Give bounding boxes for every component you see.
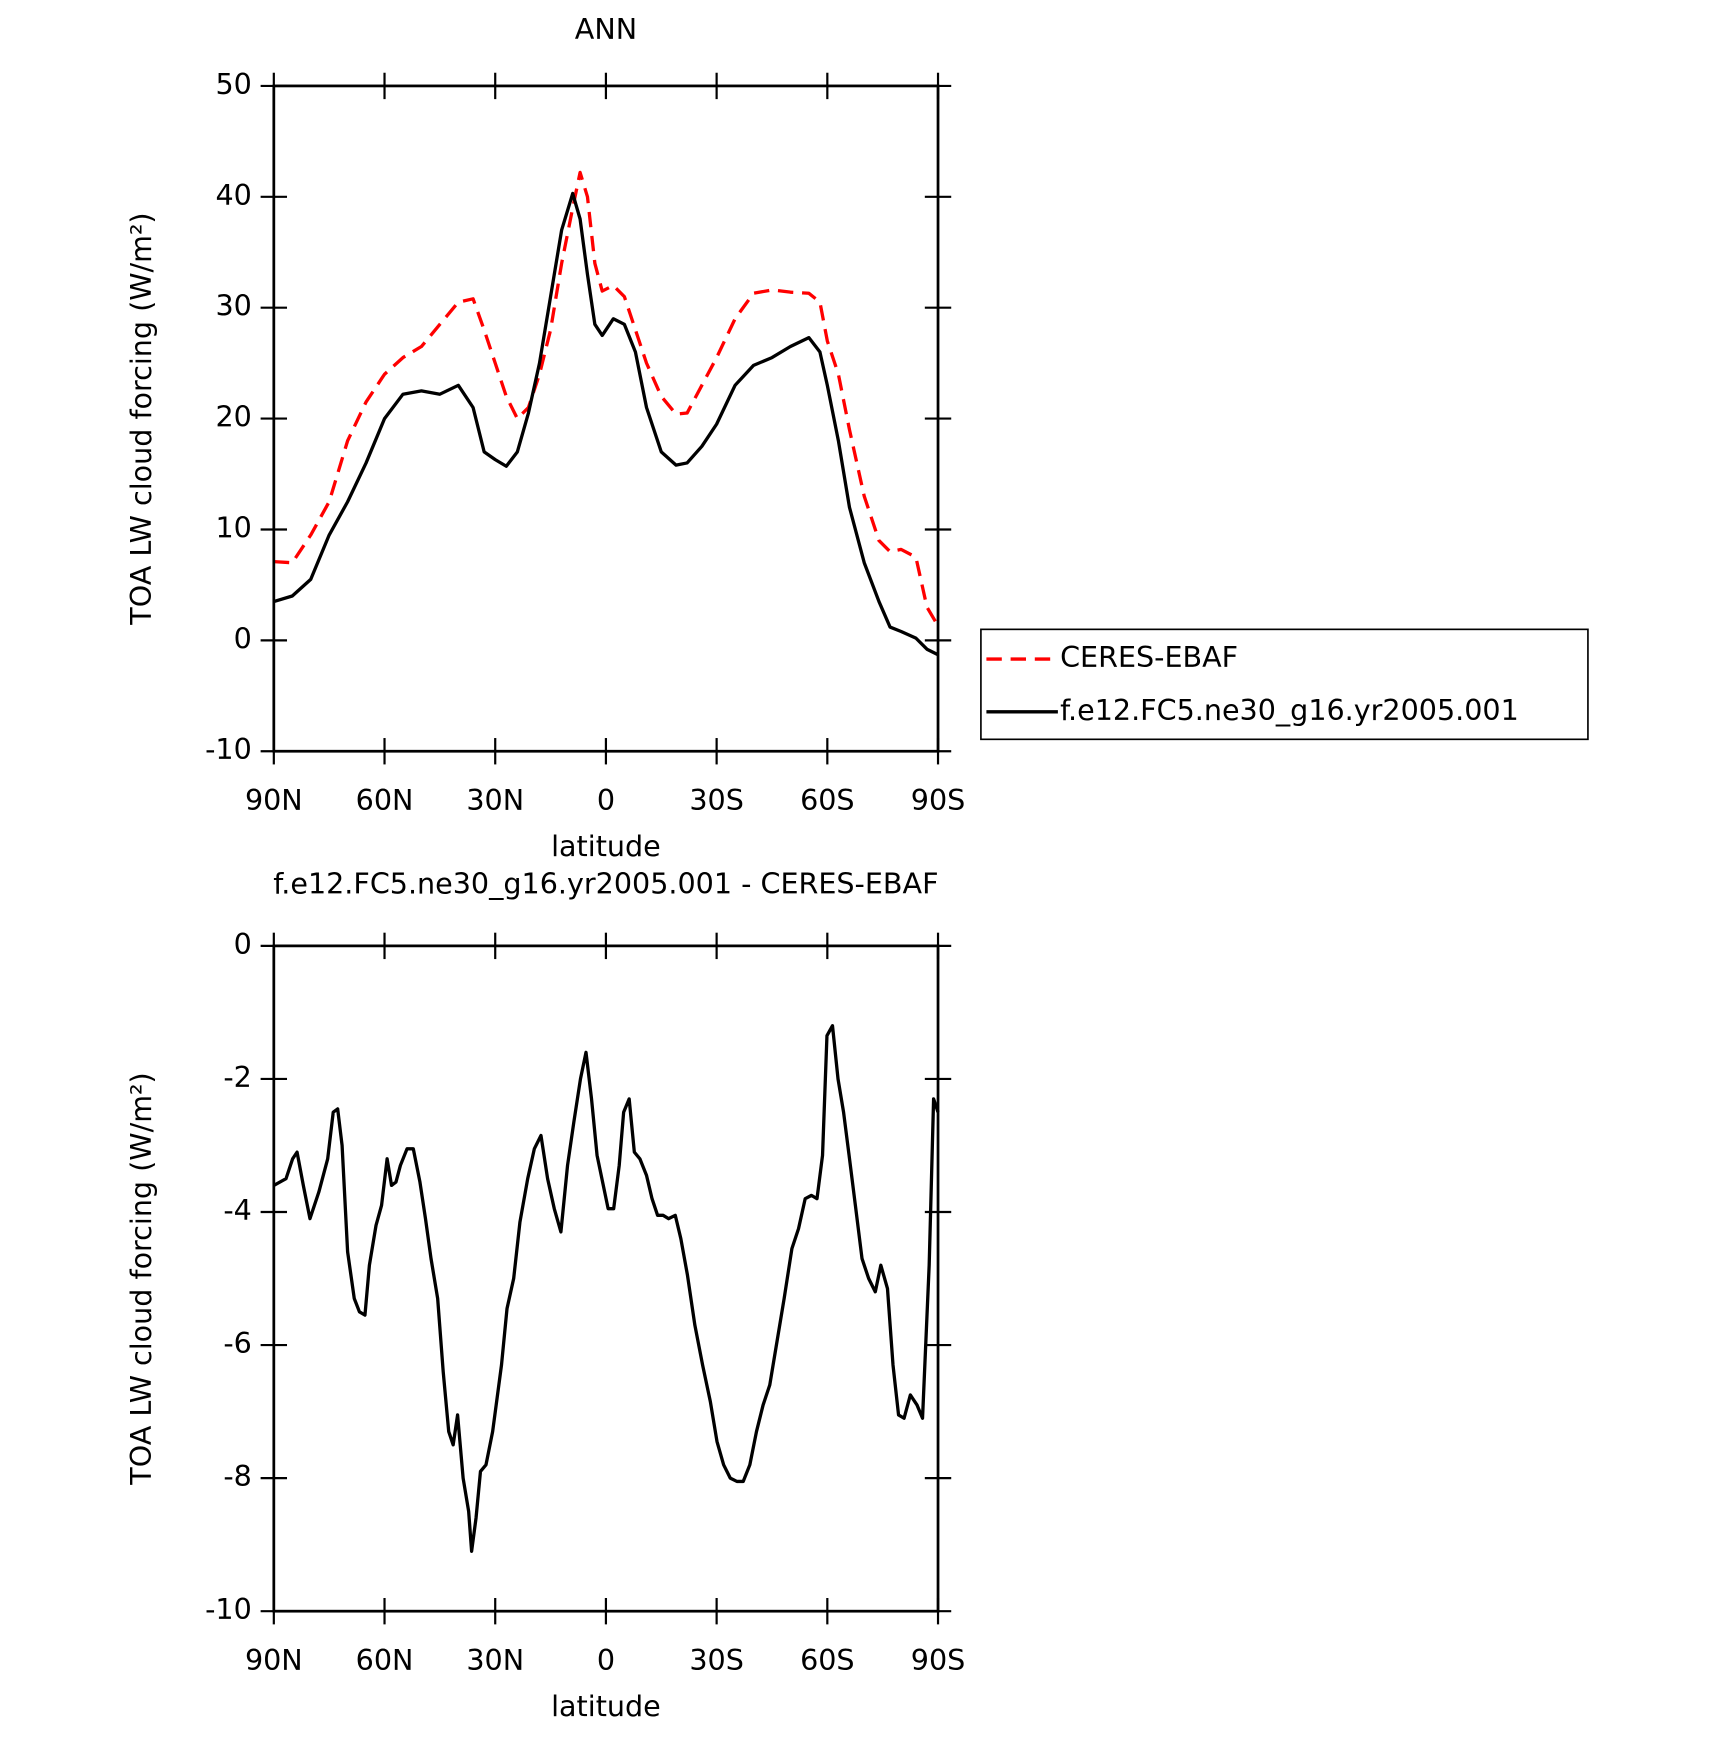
data-line [273, 170, 940, 627]
y-axis-label: TOA LW cloud forcing (W/m²) [124, 1072, 158, 1485]
x-tick-label: 30S [689, 1643, 744, 1677]
legend-label: f.e12.FC5.ne30_g16.yr2005.001 [1060, 693, 1519, 727]
y-tick-label: 10 [215, 510, 251, 544]
chart-title: f.e12.FC5.ne30_g16.yr2005.001 - CERES-EB… [273, 866, 938, 900]
chart-title: ANN [575, 12, 637, 46]
y-tick-label: 20 [215, 400, 251, 434]
x-tick-label: 90S [911, 783, 966, 817]
y-tick-label: 50 [215, 67, 251, 101]
x-axis-label: latitude [551, 1689, 661, 1723]
y-tick-label: -8 [223, 1459, 252, 1493]
x-tick-label: 30S [689, 783, 744, 817]
y-tick-label: 0 [234, 621, 252, 655]
x-tick-label: 0 [597, 1643, 615, 1677]
y-axis-label: TOA LW cloud forcing (W/m²) [124, 212, 158, 625]
x-tick-label: 0 [597, 783, 615, 817]
data-line [273, 191, 939, 657]
data-line [273, 1024, 940, 1553]
y-tick-label: 0 [234, 927, 252, 961]
x-tick-label: 60N [356, 1643, 414, 1677]
legend-label: CERES-EBAF [1060, 640, 1238, 674]
x-axis-label: latitude [551, 829, 661, 863]
y-tick-label: -4 [223, 1193, 252, 1227]
x-tick-label: 30N [466, 1643, 524, 1677]
x-tick-label: 60S [800, 1643, 855, 1677]
y-tick-label: 40 [215, 178, 251, 212]
plot-frame [272, 944, 940, 1613]
x-tick-label: 60N [356, 783, 414, 817]
x-tick-label: 60S [800, 783, 855, 817]
plot-frame [272, 84, 940, 753]
y-tick-label: -10 [205, 1592, 252, 1626]
y-tick-label: -10 [205, 732, 252, 766]
x-tick-label: 30N [466, 783, 524, 817]
y-tick-label: -6 [223, 1326, 252, 1360]
y-tick-label: -2 [223, 1060, 252, 1094]
x-tick-label: 90N [245, 1643, 303, 1677]
y-tick-label: 30 [215, 289, 251, 323]
legend-box [980, 628, 1589, 741]
x-tick-label: 90N [245, 783, 303, 817]
legend: CERES-EBAF f.e12.FC5.ne30_g16.yr2005.001 [980, 628, 1589, 741]
x-tick-label: 90S [911, 1643, 966, 1677]
